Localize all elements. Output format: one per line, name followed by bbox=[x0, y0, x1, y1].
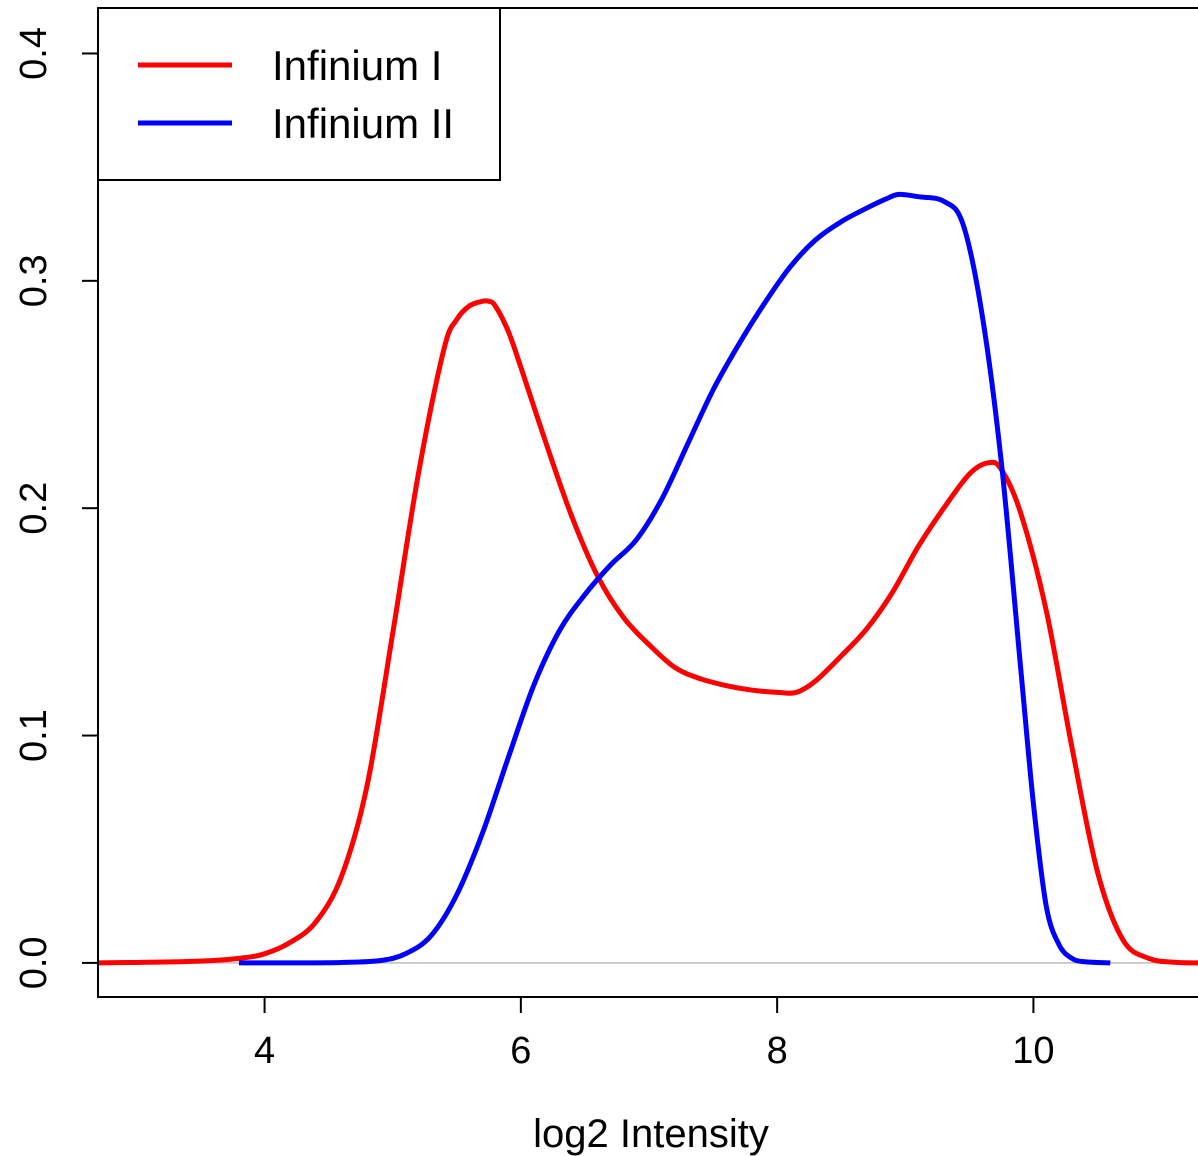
y-tick-label: 0.4 bbox=[13, 27, 55, 80]
x-tick-label: 8 bbox=[767, 1030, 788, 1072]
x-axis: 4 6 8 10 bbox=[254, 997, 1055, 1072]
x-axis-title: log2 Intensity bbox=[533, 1112, 769, 1156]
series-line-1 bbox=[97, 298, 1198, 966]
x-tick-label: 6 bbox=[510, 1030, 531, 1072]
y-tick-label: 0.0 bbox=[13, 936, 55, 989]
y-tick-label: 0.3 bbox=[13, 254, 55, 307]
series-line-2 bbox=[238, 191, 1111, 966]
x-tick-label: 4 bbox=[254, 1030, 275, 1072]
y-axis: 0.0 0.1 0.2 0.3 0.4 bbox=[13, 27, 98, 989]
legend-label-1: Infinium I bbox=[272, 42, 442, 89]
plot-frame bbox=[97, 7, 1198, 998]
y-tick-label: 0.2 bbox=[13, 482, 55, 535]
y-tick-label: 0.1 bbox=[13, 709, 55, 762]
series-layer bbox=[97, 191, 1198, 966]
legend: Infinium I Infinium II bbox=[97, 7, 501, 181]
legend-box bbox=[97, 7, 501, 181]
x-tick-label: 10 bbox=[1012, 1030, 1054, 1072]
legend-label-2: Infinium II bbox=[272, 100, 454, 147]
